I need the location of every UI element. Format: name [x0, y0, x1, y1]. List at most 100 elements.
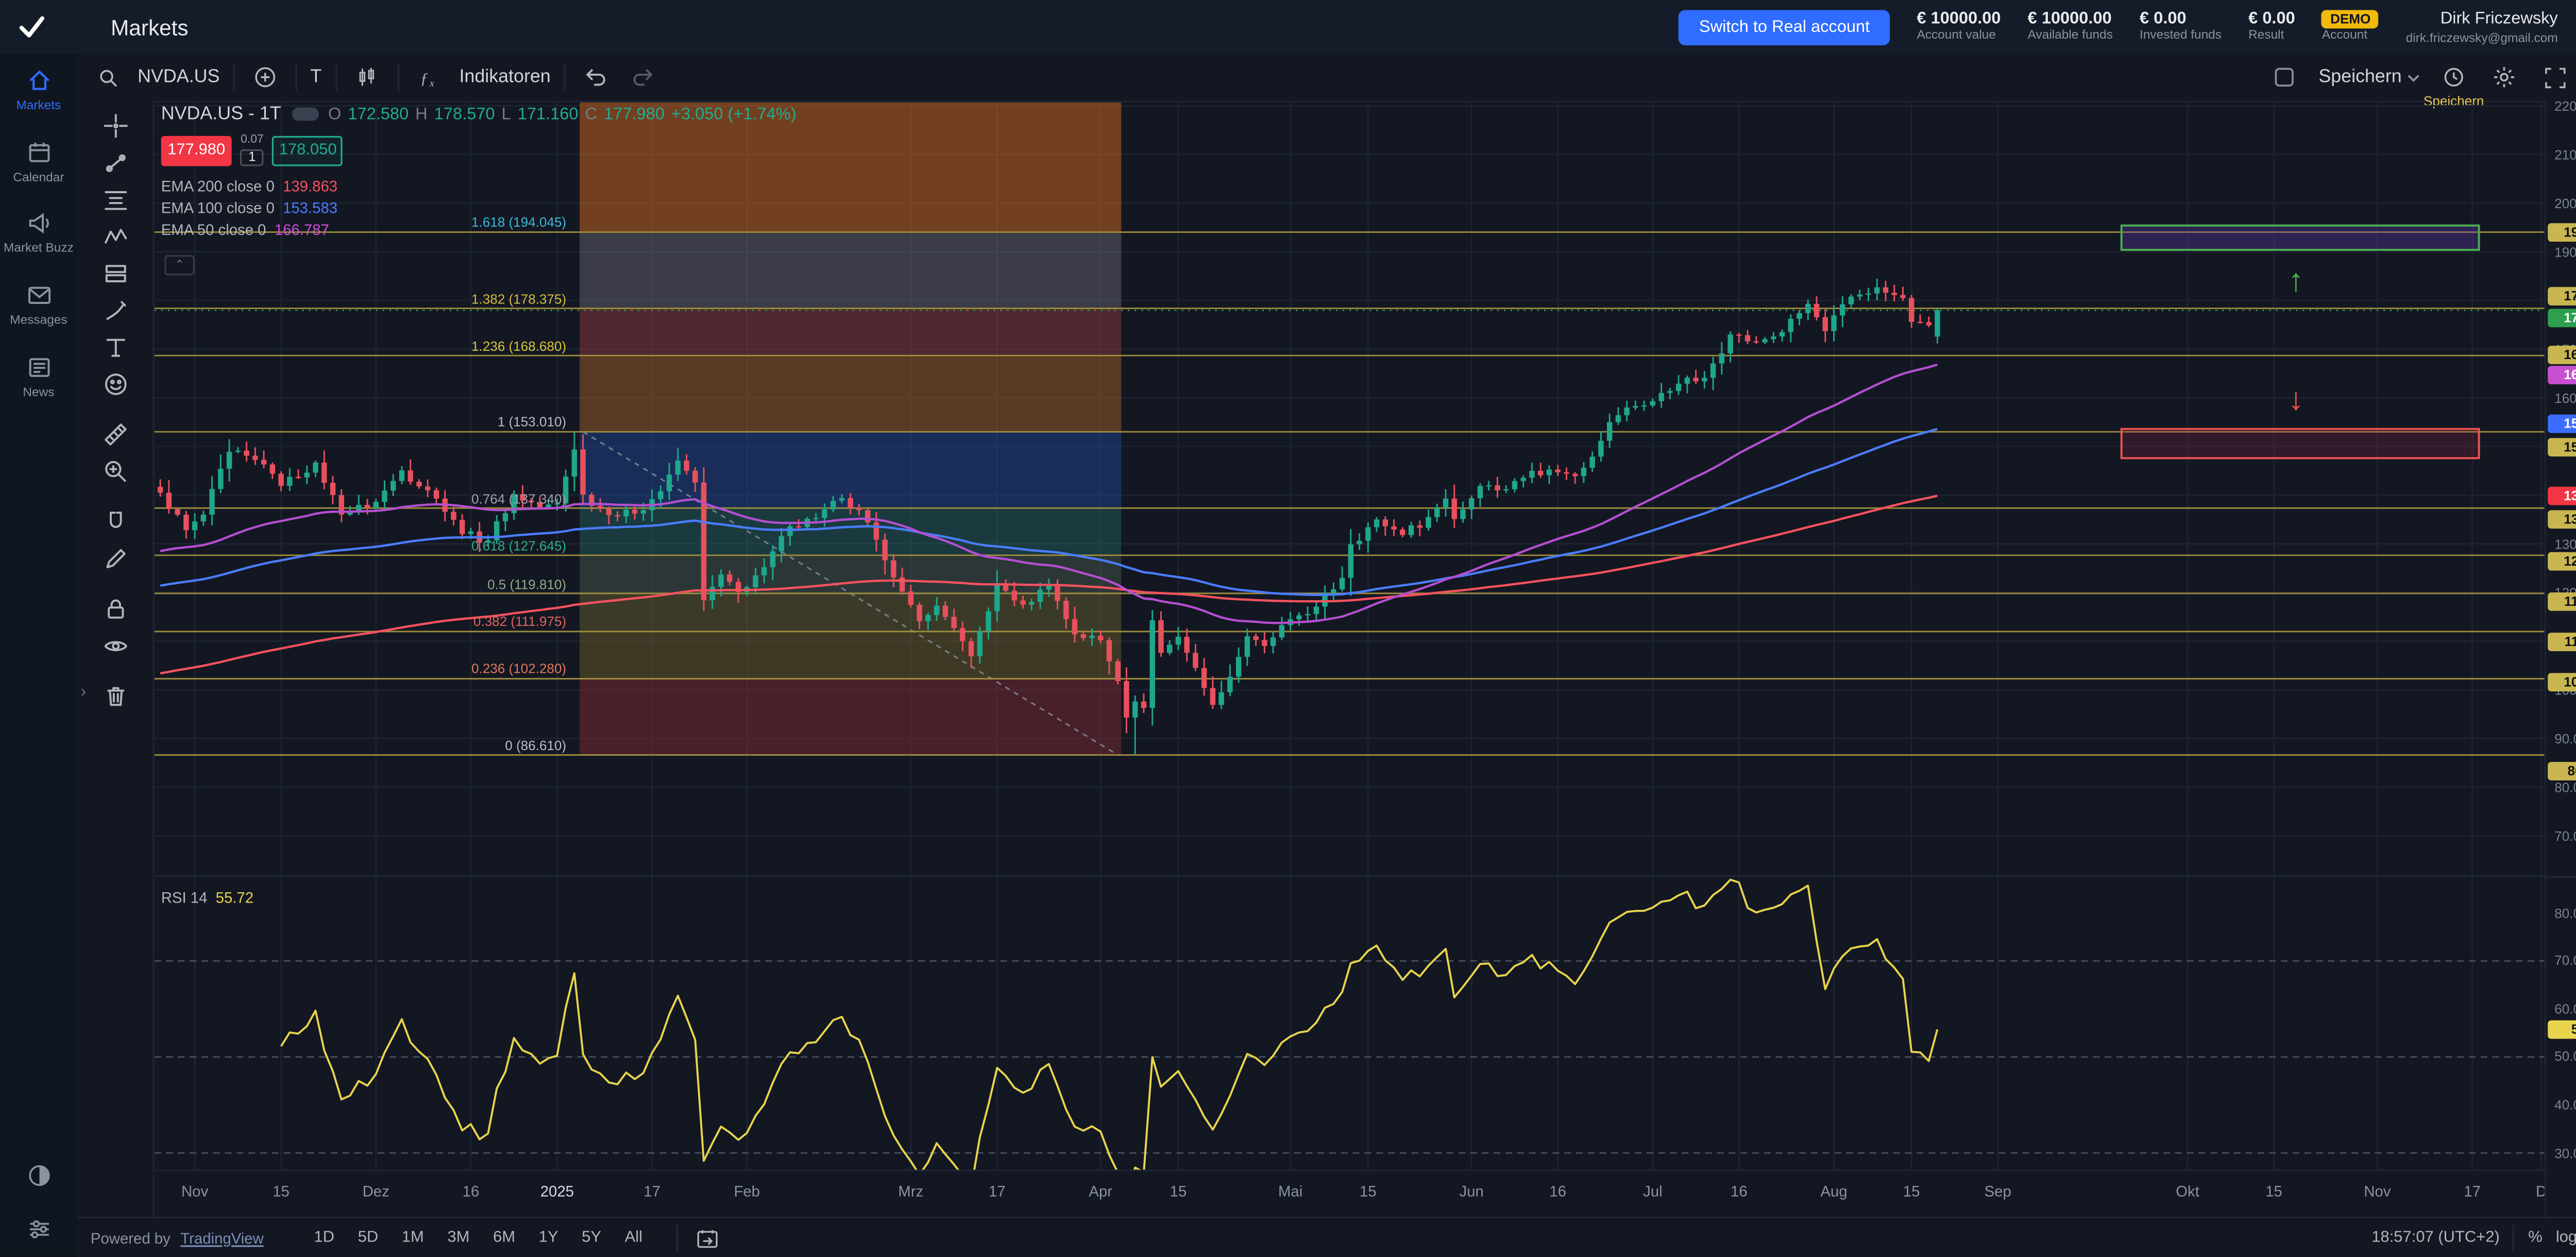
- interval-button[interactable]: T: [297, 67, 335, 87]
- range-button-all[interactable]: All: [624, 1228, 643, 1247]
- account-stat: € 10000.00 Available funds: [2028, 10, 2113, 44]
- indicator-legend-row[interactable]: EMA 100 close 0 153.583: [161, 200, 337, 217]
- legend-toggle[interactable]: [291, 107, 318, 121]
- range-button-1d[interactable]: 1D: [314, 1228, 334, 1247]
- contrast-icon: [26, 1163, 51, 1188]
- price-chart[interactable]: ↑↓: [154, 100, 2545, 1170]
- sell-button[interactable]: 177.980: [161, 135, 232, 166]
- range-button-1y[interactable]: 1Y: [538, 1228, 558, 1247]
- tool-measure[interactable]: [90, 416, 140, 453]
- time-tick-label: Dez: [362, 1183, 389, 1200]
- topbar: Markets Switch to Real account € 10000.0…: [0, 0, 2576, 56]
- sidebar-item-messages[interactable]: Messages: [0, 268, 77, 340]
- stat-value: € 10000.00: [2027, 10, 2112, 29]
- fib-level-label: 1.618 (194.045): [471, 215, 567, 231]
- account-stat: € 10000.00 Account value: [1917, 10, 2001, 44]
- log-scale-button[interactable]: log: [2555, 1228, 2576, 1247]
- tool-trash[interactable]: [90, 678, 140, 715]
- tool-crosshair[interactable]: [90, 107, 140, 144]
- time-tick-label: Mai: [1278, 1183, 1303, 1200]
- sidebar-item-calendar[interactable]: Calendar: [0, 125, 77, 197]
- indicator-legend-row[interactable]: EMA 200 close 0 139.863: [161, 178, 337, 195]
- lock-icon: [101, 596, 128, 622]
- quantity-stepper[interactable]: 1: [240, 148, 264, 167]
- indicators-label: Indikatoren: [459, 67, 551, 88]
- range-button-6m[interactable]: 6M: [493, 1228, 516, 1247]
- load-layout-icon[interactable]: [2437, 60, 2470, 94]
- text-icon: [101, 334, 128, 361]
- sidebar-item-label: Calendar: [13, 168, 64, 184]
- price-tick-label: 160.000: [2554, 390, 2576, 405]
- buzz-icon: [24, 210, 53, 237]
- goto-date-icon[interactable]: [691, 1221, 725, 1254]
- price-level-label: 127.645: [2548, 552, 2576, 571]
- symbol-search[interactable]: NVDA.US: [77, 60, 233, 94]
- sidebar-item-label: News: [23, 383, 55, 399]
- range-button-5y[interactable]: 5Y: [582, 1228, 602, 1247]
- tool-draw[interactable]: [90, 540, 140, 577]
- legend-collapse-button[interactable]: ⌃: [164, 255, 195, 276]
- tool-brush[interactable]: [90, 292, 140, 329]
- price-tick-label: 210.000: [2554, 147, 2576, 162]
- toolbar-collapse-button[interactable]: ›: [80, 682, 87, 701]
- stat-value: € 0.00: [2140, 10, 2187, 29]
- range-button-3m[interactable]: 3M: [447, 1228, 470, 1247]
- legend-symbol-title[interactable]: NVDA.US - 1T: [161, 104, 281, 125]
- tool-lock[interactable]: [90, 591, 140, 628]
- user-block[interactable]: Dirk Friczewsky dirk.friczewsky@gmail.co…: [2406, 9, 2558, 44]
- contrast-button[interactable]: [0, 1163, 77, 1188]
- settings-gear-icon[interactable]: [2487, 60, 2521, 94]
- tool-trend-line[interactable]: [90, 144, 140, 181]
- save-layout-button[interactable]: Speichern: [2318, 67, 2420, 87]
- tool-zoom[interactable]: [90, 453, 140, 490]
- percent-scale-button[interactable]: %: [2528, 1228, 2543, 1247]
- crosshair-icon: [101, 112, 128, 139]
- time-axis[interactable]: Nov 15 Dez 16 2025 17 Feb Mrz 17 Apr 15 Mai 15 Jun 16 J…: [154, 1169, 2545, 1218]
- tool-fib-retracement[interactable]: [90, 181, 140, 218]
- tool-magnet[interactable]: [90, 503, 140, 540]
- stat-label: Account value: [1917, 27, 1996, 43]
- undo-icon[interactable]: [579, 60, 613, 94]
- stat-value: € 0.00: [2248, 10, 2295, 29]
- multichart-checkbox-icon[interactable]: [2268, 60, 2302, 94]
- calendar-icon: [24, 139, 53, 165]
- sidebar-item-markets[interactable]: Markets: [0, 54, 77, 125]
- redo-icon[interactable]: [626, 60, 659, 94]
- buy-button[interactable]: 178.050: [273, 135, 344, 166]
- fullscreen-icon[interactable]: [2538, 60, 2571, 94]
- time-tick-label: 15: [1903, 1183, 1920, 1200]
- tool-pattern[interactable]: [90, 218, 140, 256]
- rsi-tick-label: 80.00: [2554, 905, 2576, 921]
- time-tick-label: 16: [1549, 1183, 1567, 1200]
- indicator-legend-row[interactable]: EMA 50 close 0 166.787: [161, 222, 337, 239]
- time-tick-label: 15: [2265, 1183, 2282, 1200]
- range-button-1m[interactable]: 1M: [401, 1228, 424, 1247]
- tool-prediction[interactable]: [90, 255, 140, 292]
- tool-eye[interactable]: [90, 627, 140, 665]
- fib-level-label: 0.5 (119.810): [487, 576, 567, 592]
- time-tick-label: 15: [273, 1183, 290, 1200]
- chart-style-icon[interactable]: [350, 60, 384, 94]
- compare-add-icon[interactable]: [248, 60, 282, 94]
- app-logo-icon[interactable]: [17, 12, 47, 42]
- tradingview-link[interactable]: TradingView: [180, 1229, 264, 1246]
- tool-text[interactable]: [90, 329, 140, 366]
- filters-button[interactable]: [0, 1217, 77, 1242]
- ohlc-value: 177.980: [604, 105, 665, 124]
- chart-canvas[interactable]: ↑ ↓ NVDA.US - 1T O 172.580 H 178.570 L 171.160…: [154, 100, 2545, 1216]
- ohlc-key: H: [415, 105, 428, 124]
- symbol-name: NVDA.US: [138, 67, 220, 88]
- fib-level-label: 1.382 (178.375): [471, 291, 567, 307]
- range-button-5d[interactable]: 5D: [358, 1228, 379, 1247]
- svg-text:x: x: [429, 77, 434, 88]
- sidebar-item-label: Market Buzz: [4, 240, 74, 256]
- clock-display[interactable]: 18:57:07 (UTC+2): [2371, 1228, 2500, 1247]
- time-tick-label: Okt: [2176, 1183, 2199, 1200]
- price-scale[interactable]: 220.000210.000200.000190.000180.000170.0…: [2544, 100, 2576, 1217]
- tool-emoji[interactable]: [90, 366, 140, 403]
- sidebar-item-market-buzz[interactable]: Market Buzz: [0, 197, 77, 268]
- ohlc-value: 172.580: [348, 105, 409, 124]
- sidebar-item-news[interactable]: News: [0, 340, 77, 412]
- switch-real-account-button[interactable]: Switch to Real account: [1679, 9, 1890, 45]
